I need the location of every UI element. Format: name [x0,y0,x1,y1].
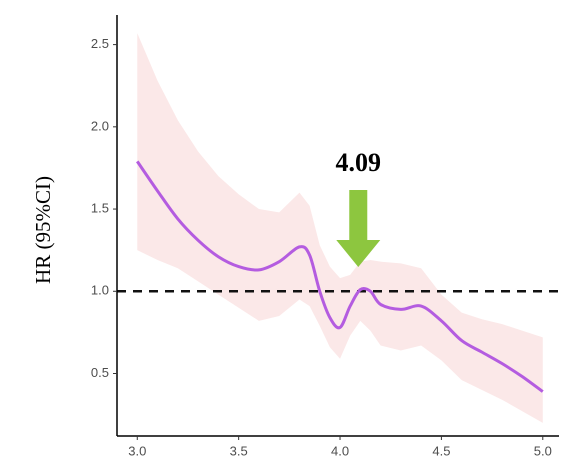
annotation-arrow [336,190,381,267]
y-tick-label: 1.0 [91,283,109,298]
y-tick-label: 2.5 [91,36,109,51]
y-tick-label: 1.5 [91,200,109,215]
x-tick-label: 3.5 [230,443,248,458]
x-tick-label: 4.5 [432,443,450,458]
x-tick-label: 3.0 [128,443,146,458]
ci-band [137,33,543,423]
y-axis-label: HR (95%CI) [31,176,55,284]
annotation-label: 4.09 [336,148,382,177]
y-tick-label: 0.5 [91,365,109,380]
x-tick-label: 5.0 [534,443,552,458]
y-tick-label: 2.0 [91,118,109,133]
x-tick-label: 4.0 [331,443,349,458]
line [136,160,544,393]
